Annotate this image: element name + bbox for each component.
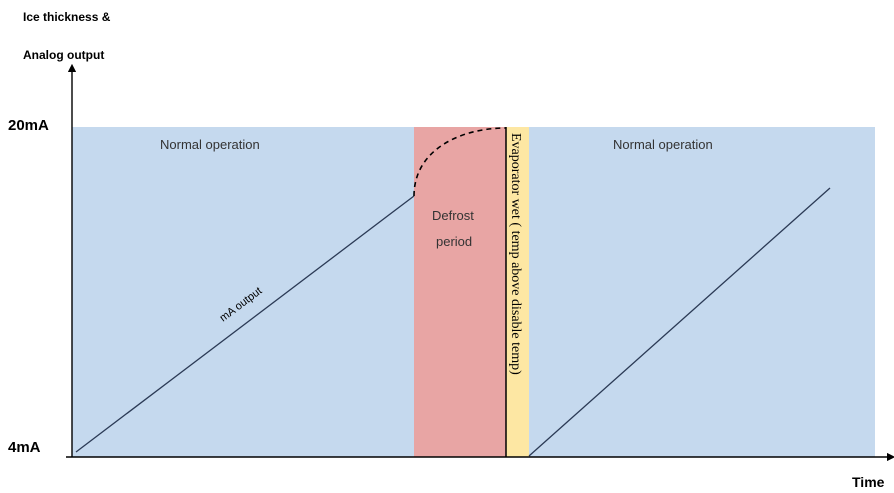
y-axis-label-line2: Analog output [23,48,105,62]
y-tick-20ma: 20mA [8,117,49,134]
x-axis-label: Time [852,474,885,490]
ma-output-line-1 [75,195,415,453]
region-normal-operation-1 [72,127,414,457]
y-tick-4ma: 4mA [8,439,41,456]
region-defrost-period [414,127,506,457]
ma-output-dashed-curve [413,127,507,197]
region-label-normal-2: Normal operation [613,137,713,152]
region-label-defrost-line1: Defrost [432,208,474,223]
region-label-evaporator-wet: Evaporator wet ( temp above disable temp… [508,133,523,375]
ma-output-line-2 [528,187,831,457]
y-axis-label-line1: Ice thickness & [23,10,111,24]
region-normal-operation-2 [529,127,875,457]
region-evaporator-wet [506,127,529,457]
region-label-normal-1: Normal operation [160,137,260,152]
region-label-defrost-line2: period [436,234,472,249]
